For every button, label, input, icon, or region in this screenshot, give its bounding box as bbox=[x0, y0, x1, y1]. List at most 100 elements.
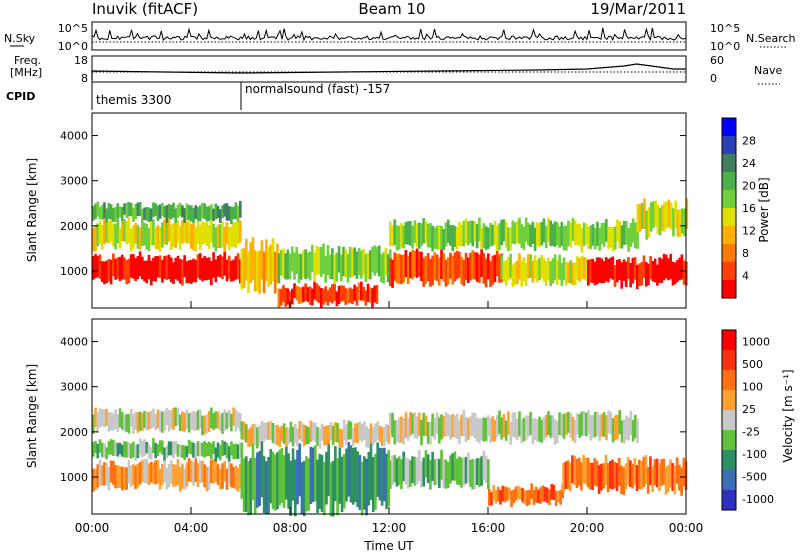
data-cell bbox=[273, 424, 277, 445]
data-cell bbox=[420, 461, 423, 488]
data-cell bbox=[478, 458, 481, 488]
data-cell bbox=[103, 218, 106, 245]
data-cell bbox=[178, 258, 182, 284]
data-cell bbox=[385, 423, 388, 442]
data-cell bbox=[296, 428, 299, 447]
data-cell bbox=[411, 249, 414, 280]
data-cell bbox=[328, 287, 332, 303]
data-cell bbox=[230, 226, 233, 248]
data-cell bbox=[103, 443, 106, 458]
data-cell bbox=[276, 243, 279, 284]
data-cell bbox=[609, 412, 613, 435]
data-cell bbox=[562, 257, 566, 281]
data-cell bbox=[636, 228, 639, 249]
data-cell bbox=[578, 258, 581, 282]
data-cell bbox=[194, 457, 198, 482]
data-cell bbox=[680, 254, 684, 280]
data-cell bbox=[547, 410, 550, 435]
data-cell bbox=[371, 427, 375, 446]
data-cell bbox=[203, 256, 206, 281]
data-cell bbox=[435, 458, 439, 485]
data-cell bbox=[227, 226, 231, 250]
data-cell bbox=[198, 442, 202, 456]
data-cell bbox=[221, 205, 224, 219]
data-cell bbox=[560, 221, 564, 246]
data-cell bbox=[591, 258, 595, 283]
data-cell bbox=[174, 440, 178, 454]
data-cell bbox=[232, 259, 235, 281]
data-cell bbox=[227, 255, 231, 279]
data-cell bbox=[194, 227, 198, 252]
data-cell bbox=[239, 200, 242, 218]
data-cell bbox=[242, 248, 246, 288]
data-cell bbox=[230, 441, 233, 456]
data-cell bbox=[440, 414, 443, 440]
data-cell bbox=[520, 260, 524, 287]
data-cell bbox=[433, 252, 437, 280]
colorbar-tick-label: -500 bbox=[742, 470, 767, 483]
data-cell bbox=[611, 256, 615, 280]
data-cell bbox=[136, 202, 140, 217]
data-cell bbox=[552, 484, 556, 501]
data-cell bbox=[426, 454, 430, 484]
data-cell bbox=[165, 408, 169, 426]
data-cell bbox=[471, 412, 475, 437]
data-cell bbox=[395, 458, 399, 487]
data-cell bbox=[487, 415, 490, 436]
data-cell bbox=[118, 206, 122, 218]
data-cell bbox=[422, 457, 426, 487]
data-cell bbox=[285, 446, 288, 500]
data-cell bbox=[589, 415, 593, 441]
data-cell bbox=[161, 440, 164, 455]
data-cell bbox=[234, 202, 238, 220]
data-cell bbox=[636, 418, 639, 444]
power-colorbar: 4 8 12 16 20 24 28 bbox=[721, 117, 756, 299]
data-cell bbox=[329, 422, 333, 441]
data-cell bbox=[620, 465, 623, 495]
frequency-panel: Freq. [MHz] 18 8 60 0 Nave bbox=[10, 54, 782, 85]
data-cell bbox=[154, 203, 157, 216]
data-cell bbox=[358, 454, 362, 510]
data-cell bbox=[400, 459, 403, 490]
data-cell bbox=[232, 222, 235, 247]
data-cell bbox=[433, 227, 437, 249]
data-cell bbox=[236, 467, 240, 492]
data-cell bbox=[613, 265, 617, 287]
x-tick-label: 08:00 bbox=[273, 521, 308, 535]
data-cell bbox=[625, 220, 628, 245]
data-cell bbox=[458, 456, 461, 486]
data-cell bbox=[671, 463, 675, 492]
data-cell bbox=[138, 411, 142, 432]
data-cell bbox=[287, 453, 290, 509]
power-colorbar-label: Power [dB] bbox=[757, 177, 771, 242]
data-cell bbox=[389, 460, 392, 489]
data-cell bbox=[100, 261, 104, 283]
data-cell bbox=[491, 224, 495, 246]
data-cell bbox=[286, 249, 290, 280]
data-cell bbox=[183, 412, 186, 432]
data-cell bbox=[105, 462, 108, 486]
data-cell bbox=[299, 253, 303, 280]
data-cell bbox=[218, 468, 222, 490]
data-cell bbox=[634, 414, 637, 439]
data-cell bbox=[342, 285, 345, 302]
nave-label: Nave bbox=[754, 64, 782, 77]
data-cell bbox=[205, 414, 209, 434]
data-cell bbox=[444, 412, 448, 437]
data-cell bbox=[369, 443, 373, 500]
data-cell bbox=[444, 259, 448, 287]
x-tick-label: 00:00 bbox=[75, 521, 110, 535]
data-cell bbox=[100, 204, 104, 220]
data-cell bbox=[92, 442, 95, 457]
data-cell bbox=[669, 253, 673, 280]
data-cell bbox=[484, 455, 488, 483]
data-cell bbox=[333, 282, 336, 301]
data-cell bbox=[495, 249, 499, 277]
data-cell bbox=[480, 418, 483, 441]
data-cell bbox=[571, 416, 575, 441]
data-cell bbox=[513, 222, 517, 245]
data-cell bbox=[136, 225, 140, 249]
data-cell bbox=[538, 416, 541, 442]
data-cell bbox=[163, 219, 166, 245]
data-cell bbox=[542, 417, 546, 441]
